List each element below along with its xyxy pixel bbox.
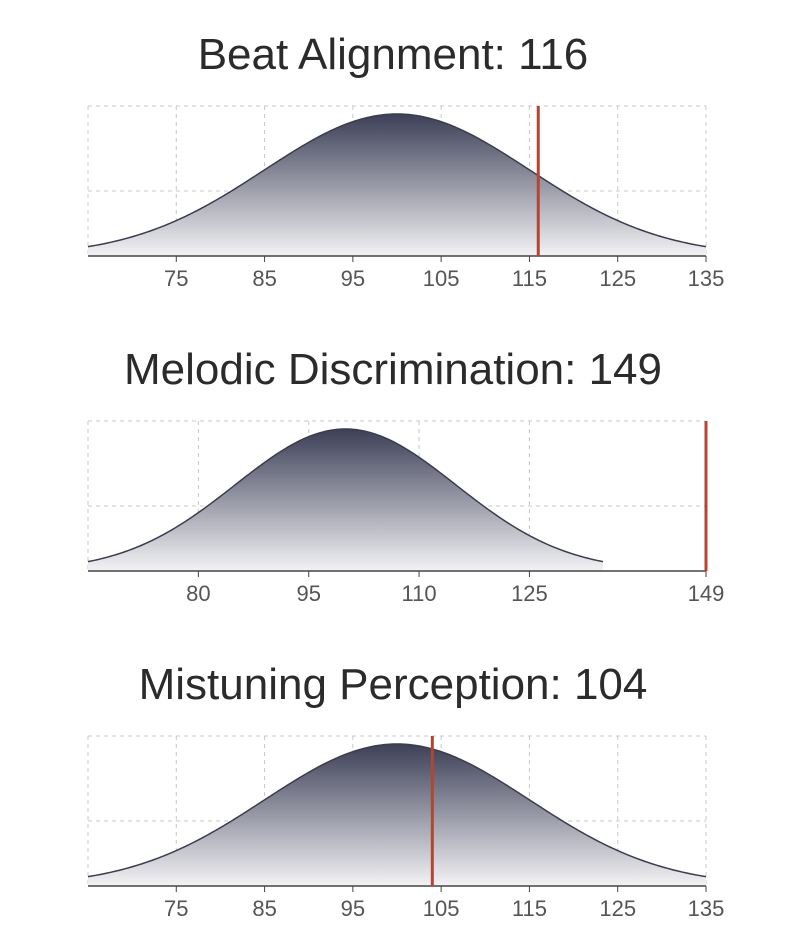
- x-tick-label: 95: [341, 266, 365, 291]
- x-tick-label: 95: [296, 581, 320, 606]
- distribution-area: [88, 114, 706, 256]
- x-tick-label: 75: [164, 896, 188, 921]
- x-tick-label: 135: [688, 266, 725, 291]
- beat-alignment-chart: 75 85 95 105 115 125 135: [87, 105, 725, 291]
- x-tick-label: 115: [512, 896, 547, 921]
- distribution-curve: [87, 743, 707, 878]
- x-tick-label: 85: [252, 896, 276, 921]
- x-tick-label: 135: [688, 896, 725, 921]
- x-tick-label: 105: [423, 896, 460, 921]
- melodic-discrimination-chart: 80 95 110 125 149: [87, 420, 725, 606]
- distribution-curve: [87, 428, 604, 563]
- distribution-area: [88, 744, 706, 886]
- x-tick-label: 125: [511, 581, 548, 606]
- distribution-area: [88, 429, 603, 571]
- x-tick-label: 95: [341, 896, 365, 921]
- x-tick-label: 105: [423, 266, 460, 291]
- mistuning-perception-title: Mistuning Perception: 104: [138, 660, 648, 709]
- x-tick-label: 125: [599, 896, 636, 921]
- mistuning-perception-chart: 75 85 95 105 115 125 135: [87, 735, 725, 921]
- distribution-curve: [87, 113, 707, 248]
- beat-alignment-title: Beat Alignment: 116: [197, 30, 589, 79]
- x-tick-label: 75: [164, 266, 188, 291]
- x-tick-label: 110: [402, 581, 437, 606]
- x-tick-label: 80: [186, 581, 210, 606]
- x-tick-label: 85: [252, 266, 276, 291]
- x-tick-label: 125: [599, 266, 636, 291]
- x-tick-label: 149: [688, 581, 725, 606]
- x-tick-label: 115: [512, 266, 547, 291]
- melodic-discrimination-title: Melodic Discrimination: 149: [124, 345, 662, 394]
